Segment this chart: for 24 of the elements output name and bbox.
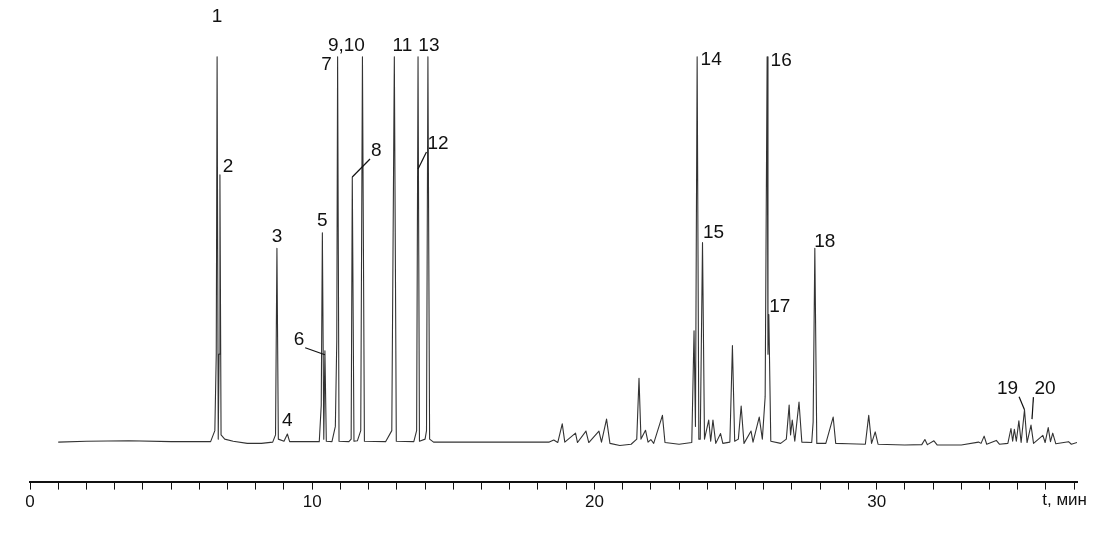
annotation: 9,10 [327,34,365,56]
annotation: 6 [293,328,305,350]
annotation: 17 [769,294,791,316]
annotation: 1 [211,5,223,27]
annotation: 11 [392,34,413,56]
annotation: 3 [271,224,283,246]
x-tick-label: 30 [867,492,887,512]
annotation: 7 [321,53,332,75]
annotation: 18 [814,229,836,251]
annotation: 19 [996,377,1019,399]
annotation: 5 [317,208,328,230]
annotation: 13 [418,34,440,56]
annotation: 8 [371,139,382,161]
annotation: 15 [702,220,725,242]
annotation: 12 [427,132,449,154]
x-tick-label: 10 [302,492,322,512]
x-tick-label: 0 [25,492,35,512]
annotation: 20 [1034,377,1056,399]
annotation: 2 [222,155,234,177]
x-axis-title: t, мин [1042,490,1087,510]
x-tick-label: 20 [584,492,604,512]
annotation: 4 [282,409,294,431]
annotation: 14 [700,48,723,70]
annotation: 16 [770,49,792,71]
